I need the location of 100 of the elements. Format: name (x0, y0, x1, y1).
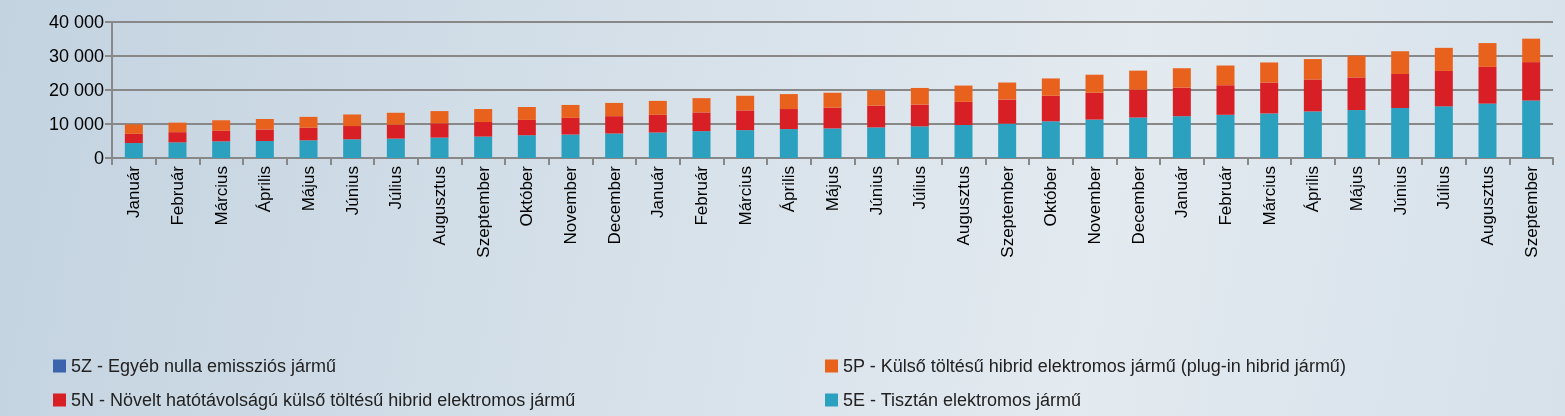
x-tick-label: Szeptember (997, 165, 1017, 258)
bar (430, 137, 449, 158)
x-tick-label: Augusztus (430, 166, 449, 246)
bar (736, 95, 755, 111)
bar (1303, 79, 1322, 112)
bar (212, 141, 231, 158)
bar (1085, 74, 1104, 93)
y-tick-label: 20 000 (48, 80, 104, 100)
bar (168, 142, 187, 158)
x-tick-label: Október (517, 165, 537, 227)
bar (1478, 66, 1497, 104)
x-tick-label: Január (1172, 165, 1192, 218)
bar (1216, 114, 1235, 158)
x-tick-label: Augusztus (954, 166, 973, 246)
bar (605, 133, 624, 158)
bar (124, 143, 143, 158)
bar (474, 121, 493, 137)
x-tick-label: Április (255, 166, 275, 213)
bar (1041, 121, 1060, 158)
bar (998, 123, 1017, 158)
bar (1478, 43, 1497, 67)
bar (910, 87, 929, 105)
legend-label: 5N - Növelt hatótávolságú külső töltésű hibrid elektromos jármű (71, 390, 576, 410)
bar (954, 85, 973, 102)
x-tick-label: Március (735, 166, 755, 226)
bar (1522, 38, 1541, 63)
x-tick-label: Május (1347, 166, 1366, 212)
bar (954, 101, 973, 126)
legend-label: 5E - Tisztán elektromos jármű (843, 390, 1082, 410)
bar (255, 141, 274, 158)
bar (255, 118, 274, 130)
bar (867, 127, 886, 158)
bar (605, 102, 624, 117)
bar (779, 94, 798, 110)
bar (1172, 87, 1191, 117)
x-tick-label: Április (1303, 166, 1323, 213)
bar (299, 116, 318, 128)
bar (1129, 70, 1148, 90)
bar (779, 129, 798, 158)
bar (343, 139, 362, 158)
x-tick-label: November (561, 165, 580, 245)
bar (430, 111, 449, 124)
y-tick-label: 0 (93, 148, 104, 168)
x-tick-label: Május (299, 166, 318, 212)
x-tick-label: Május (823, 166, 842, 212)
bar (561, 134, 580, 158)
bar (1041, 78, 1060, 96)
bar (1347, 55, 1366, 78)
bar (255, 129, 274, 141)
x-tick-label: December (604, 165, 624, 245)
bar (1216, 85, 1235, 115)
bar (823, 92, 842, 108)
bar (1260, 113, 1279, 158)
bar (212, 120, 231, 131)
bar (168, 132, 187, 143)
x-tick-label: Február (692, 165, 711, 226)
bar (386, 112, 405, 125)
bar (1434, 106, 1453, 158)
bar (736, 130, 755, 158)
bar (692, 112, 711, 132)
x-tick-label: Július (910, 166, 930, 210)
bar (343, 114, 362, 127)
bar (1522, 62, 1541, 101)
bar (867, 105, 886, 128)
bar (561, 104, 580, 118)
bar (998, 99, 1017, 124)
bar (1172, 68, 1191, 88)
x-tick-label: Július (386, 166, 406, 210)
y-tick-label: 30 000 (48, 46, 104, 66)
x-tick-label: Március (211, 166, 231, 226)
x-tick-label: Június (866, 166, 886, 216)
bar (692, 131, 711, 158)
bar (1391, 108, 1410, 158)
bar (1347, 110, 1366, 158)
bar (910, 104, 929, 127)
bar (474, 109, 493, 122)
bar (867, 90, 886, 106)
x-tick-label: Június (342, 166, 362, 216)
x-tick-label: Április (779, 166, 799, 213)
bar (1129, 117, 1148, 158)
bar (1085, 92, 1104, 120)
bar (692, 98, 711, 113)
bar (1260, 62, 1279, 83)
bar (343, 126, 362, 140)
bar (954, 125, 973, 158)
bar (1391, 51, 1410, 75)
bar (1522, 100, 1541, 158)
x-tick-label: Február (1216, 165, 1235, 226)
bar (605, 116, 624, 134)
bar (648, 132, 667, 158)
bar (212, 130, 231, 142)
bar (561, 117, 580, 135)
x-tick-label: Január (648, 165, 668, 218)
bar (1303, 111, 1322, 158)
legend-label: 5P - Külső töltésű hibrid elektromos jármű (plug-in hibrid jármű) (843, 356, 1346, 376)
y-tick-label: 10 000 (48, 114, 104, 134)
bar (517, 135, 536, 158)
bar (1041, 95, 1060, 122)
bar (1391, 74, 1410, 109)
x-tick-label: Július (1434, 166, 1454, 210)
